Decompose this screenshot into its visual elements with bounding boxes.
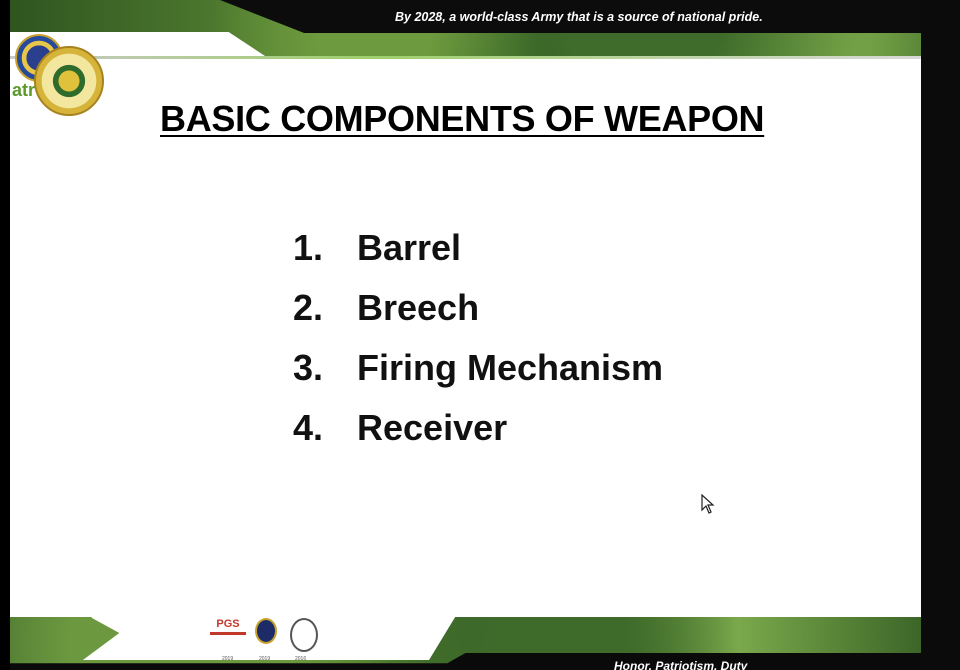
cert-year: 2019	[222, 656, 234, 662]
list-item-number: 1.	[293, 227, 324, 268]
list-item-number: 2.	[293, 287, 324, 328]
excellence-award-seal-icon	[255, 618, 277, 644]
vision-statement: By 2028, a world-class Army that is a so…	[395, 10, 763, 24]
logo-text: atr	[12, 80, 36, 100]
pgs-label: PGS	[216, 618, 240, 630]
list-item: 3. Firing Mechanism	[293, 338, 663, 398]
list-item-label: Firing Mechanism	[357, 347, 664, 388]
list-item: 1. Barrel	[293, 218, 663, 278]
slide-title: BASIC COMPONENTS OF WEAPON	[160, 98, 765, 139]
list-item-number: 3.	[293, 347, 324, 388]
list-item-number: 4.	[293, 407, 324, 448]
component-list: 1. Barrel 2. Breech 3. Firing Mechanism …	[293, 218, 663, 458]
core-values-text: Honor, Patriotism, Duty	[614, 659, 748, 670]
pgs-certification-badge: PGS	[210, 618, 246, 648]
mouse-pointer-icon	[701, 494, 715, 514]
list-item-label: Barrel	[357, 227, 462, 268]
presentation-slide: By 2028, a world-class Army that is a so…	[10, 0, 921, 670]
training-command-seal-logo	[34, 46, 104, 116]
screen-border	[921, 0, 960, 670]
list-item: 4. Receiver	[293, 398, 663, 458]
list-item-label: Breech	[357, 287, 480, 328]
list-item-label: Receiver	[357, 407, 508, 448]
cert-year: 2016	[295, 656, 307, 662]
cert-year: 2019	[259, 656, 271, 662]
list-item: 2. Breech	[293, 278, 663, 338]
iso-certification-icon	[290, 618, 318, 652]
header-divider	[10, 56, 921, 59]
header-black-bar	[220, 0, 921, 33]
